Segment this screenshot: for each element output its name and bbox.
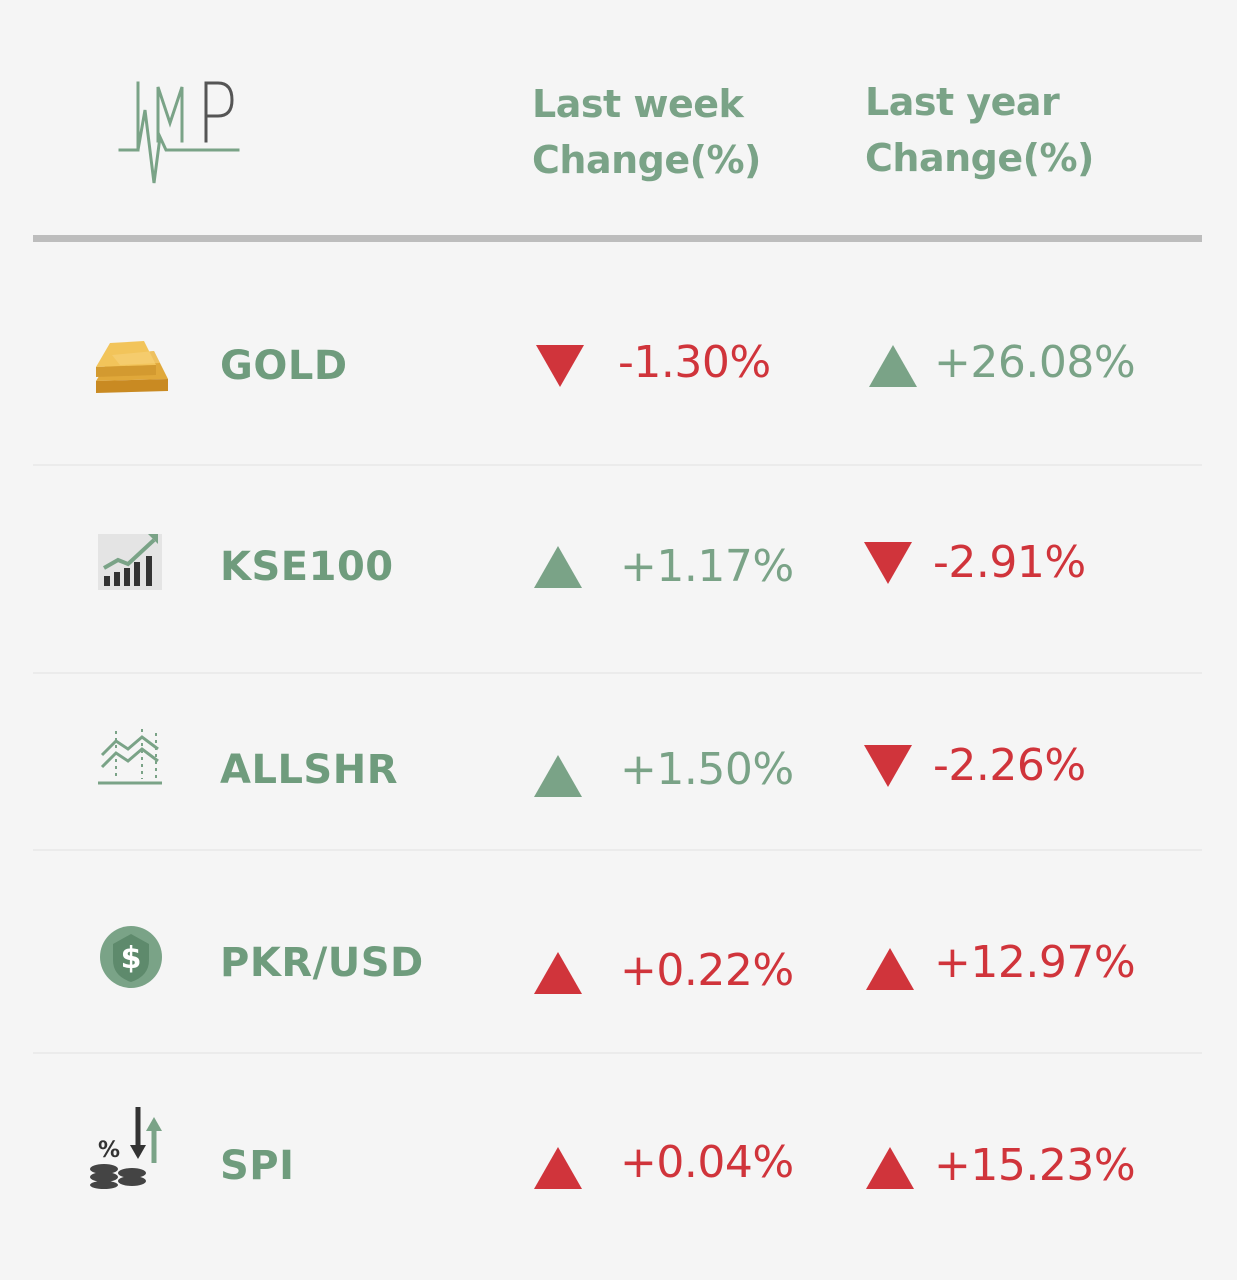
trend-down-icon bbox=[864, 542, 912, 584]
week-change-value: -1.30% bbox=[618, 337, 771, 388]
row-divider bbox=[33, 464, 1202, 466]
week-change-value: +1.17% bbox=[620, 541, 794, 592]
trend-up-icon bbox=[534, 952, 582, 994]
trend-up-icon bbox=[869, 345, 917, 387]
bar-chart-growth-icon bbox=[98, 534, 162, 590]
trend-up-icon bbox=[534, 755, 582, 797]
row-name: SPI bbox=[220, 1143, 295, 1189]
trend-down-icon bbox=[536, 345, 584, 387]
amp-logo bbox=[118, 81, 240, 184]
year-change-value: +15.23% bbox=[934, 1140, 1136, 1191]
dollar-coin-icon: $ bbox=[100, 926, 162, 988]
svg-text:$: $ bbox=[121, 941, 142, 976]
header-last-week-line1: Last week bbox=[532, 82, 744, 126]
header-last-year-line2: Change(%) bbox=[865, 136, 1094, 180]
gold-bar-icon bbox=[96, 341, 168, 393]
trend-up-icon bbox=[866, 948, 914, 990]
trend-up-icon bbox=[534, 1147, 582, 1189]
line-chart-icon bbox=[98, 729, 162, 785]
row-name: PKR/USD bbox=[220, 940, 424, 986]
svg-text:%: % bbox=[98, 1138, 120, 1163]
year-change-value: -2.91% bbox=[933, 537, 1086, 588]
header-last-year: Last year Change(%) bbox=[865, 74, 1094, 186]
row-name: GOLD bbox=[220, 343, 348, 389]
row-name: KSE100 bbox=[220, 544, 394, 590]
row-divider bbox=[33, 672, 1202, 674]
header-last-week-line2: Change(%) bbox=[532, 138, 761, 182]
year-change-value: +12.97% bbox=[934, 937, 1136, 988]
row-name: ALLSHR bbox=[220, 747, 399, 793]
trend-up-icon bbox=[866, 1147, 914, 1189]
row-divider bbox=[33, 849, 1202, 851]
week-change-value: +1.50% bbox=[620, 744, 794, 795]
week-change-value: +0.04% bbox=[620, 1137, 794, 1188]
trend-up-icon bbox=[534, 546, 582, 588]
header-divider bbox=[33, 235, 1202, 242]
row-divider bbox=[33, 1052, 1202, 1054]
year-change-value: +26.08% bbox=[934, 337, 1136, 388]
trend-down-icon bbox=[864, 745, 912, 787]
year-change-value: -2.26% bbox=[933, 740, 1086, 791]
header-last-year-line1: Last year bbox=[865, 80, 1060, 124]
percent-coins-icon: % bbox=[90, 1107, 162, 1189]
header-last-week: Last week Change(%) bbox=[532, 76, 761, 188]
week-change-value: +0.22% bbox=[620, 945, 794, 996]
